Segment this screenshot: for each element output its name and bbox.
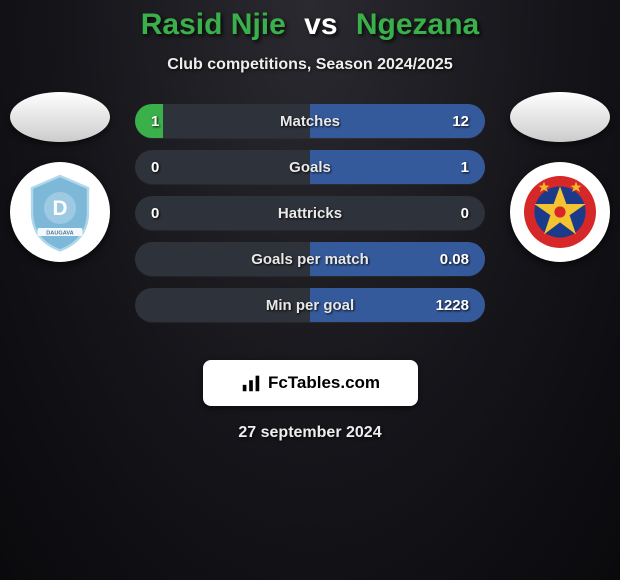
club-crest-icon [520, 172, 600, 252]
svg-text:D: D [52, 197, 67, 220]
stat-value-right: 0.08 [439, 251, 469, 268]
player1-name: Rasid Njie [141, 8, 286, 41]
stat-value-right: 0 [439, 205, 469, 222]
player2-name: Ngezana [356, 8, 479, 41]
stat-label: Goals per match [135, 251, 485, 268]
player2-column [510, 92, 610, 262]
stat-row: 0Goals1 [135, 150, 485, 184]
player1-column: D DAUGAVA [10, 92, 110, 262]
vs-text: vs [304, 8, 337, 41]
player1-avatar [10, 92, 110, 142]
stat-value-right: 1228 [436, 297, 469, 314]
subtitle-text: Club competitions, Season 2024/2025 [0, 56, 620, 74]
stat-value-right: 12 [439, 113, 469, 130]
stat-row: 0Hattricks0 [135, 196, 485, 230]
stat-row: Goals per match0.08 [135, 242, 485, 276]
player2-avatar [510, 92, 610, 142]
branding-text: FcTables.com [268, 373, 380, 393]
shield-icon: D DAUGAVA [20, 172, 100, 252]
comparison-area: D DAUGAVA 1Matches120Goals10Hattricks0Go… [0, 104, 620, 354]
svg-text:DAUGAVA: DAUGAVA [46, 230, 73, 236]
comparison-title: Rasid Njie vs Ngezana [0, 0, 620, 42]
stat-row: 1Matches12 [135, 104, 485, 138]
stat-label: Matches [135, 113, 485, 130]
date-text: 27 september 2024 [0, 424, 620, 442]
player2-badge [510, 162, 610, 262]
stats-list: 1Matches120Goals10Hattricks0Goals per ma… [135, 104, 485, 334]
stat-label: Hattricks [135, 205, 485, 222]
player1-badge: D DAUGAVA [10, 162, 110, 262]
branding-badge[interactable]: FcTables.com [203, 360, 418, 406]
stat-row: Min per goal1228 [135, 288, 485, 322]
stat-label: Goals [135, 159, 485, 176]
bar-chart-icon [240, 372, 262, 394]
stat-value-right: 1 [439, 159, 469, 176]
stat-label: Min per goal [135, 297, 485, 314]
